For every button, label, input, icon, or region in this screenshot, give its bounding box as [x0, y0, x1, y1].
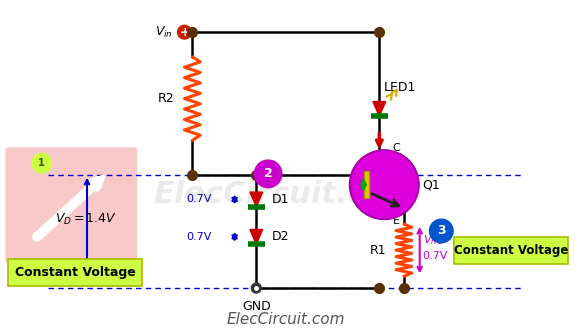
Text: R1: R1 — [369, 244, 386, 257]
FancyBboxPatch shape — [454, 237, 568, 264]
FancyBboxPatch shape — [8, 258, 142, 286]
Circle shape — [430, 219, 453, 243]
Text: 1: 1 — [38, 158, 45, 168]
FancyBboxPatch shape — [364, 171, 369, 198]
Text: Q1: Q1 — [423, 178, 440, 191]
Text: D1: D1 — [272, 193, 289, 206]
Text: $V_{R1}$: $V_{R1}$ — [423, 233, 442, 247]
FancyBboxPatch shape — [5, 147, 137, 263]
Text: 2: 2 — [264, 167, 273, 180]
Text: B: B — [349, 180, 357, 190]
Text: Constant Voltage: Constant Voltage — [454, 244, 568, 257]
Text: C: C — [392, 143, 400, 153]
Text: Constant Voltage: Constant Voltage — [15, 266, 136, 279]
Circle shape — [254, 160, 282, 188]
Text: 0.7V: 0.7V — [187, 194, 212, 204]
Text: D2: D2 — [272, 230, 289, 243]
Text: E: E — [393, 216, 400, 226]
Text: R2: R2 — [158, 92, 175, 105]
Text: ElecCircuit.com: ElecCircuit.com — [153, 180, 419, 209]
Polygon shape — [250, 229, 263, 244]
Text: LED1: LED1 — [384, 81, 416, 94]
Circle shape — [251, 283, 261, 293]
Text: 3: 3 — [437, 224, 445, 237]
Circle shape — [32, 153, 52, 173]
Circle shape — [177, 25, 191, 39]
Text: $V_{BE}$: $V_{BE}$ — [371, 170, 388, 184]
Text: 0.7V: 0.7V — [187, 232, 212, 242]
Circle shape — [350, 150, 419, 219]
Text: $V_{in}$: $V_{in}$ — [155, 25, 173, 40]
Polygon shape — [250, 192, 263, 207]
Text: ElecCircuit.com: ElecCircuit.com — [227, 312, 345, 327]
Text: 0.7V: 0.7V — [375, 189, 396, 199]
Text: +: + — [179, 26, 190, 39]
Text: 0.7V: 0.7V — [423, 251, 448, 261]
Text: $V_D = 1.4V$: $V_D = 1.4V$ — [55, 212, 117, 227]
Text: GND: GND — [242, 300, 271, 313]
Polygon shape — [373, 102, 386, 116]
